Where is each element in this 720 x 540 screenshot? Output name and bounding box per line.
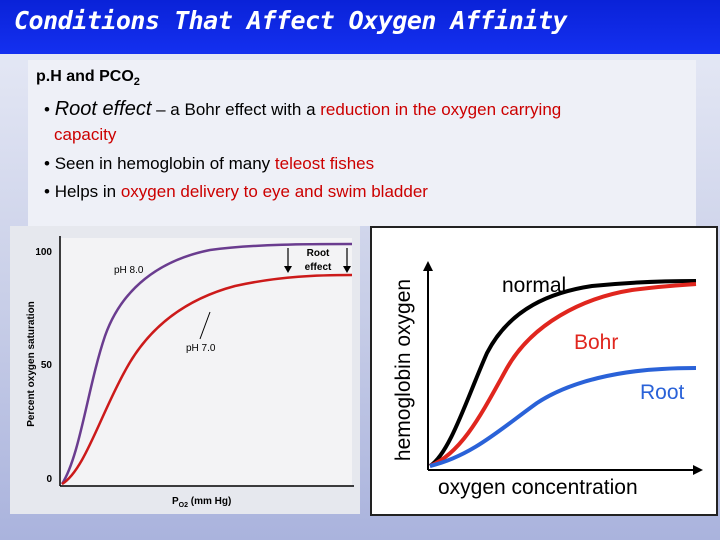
ph-7-pointer [199, 311, 211, 340]
bullet3-pre: Helps in [54, 182, 121, 201]
ph-dissociation-diagram: 100 50 0 Percent oxygen saturation PO2 (… [26, 236, 354, 509]
x-axis-label: oxygen concentration [438, 476, 638, 499]
bullet1-red: reduction in the oxygen carrying [320, 100, 562, 119]
ph-8-curve [60, 242, 353, 485]
subtitle-main: p.H and PCO [36, 68, 134, 85]
ph-7-label: pH 7.0 [186, 343, 216, 354]
root-arrow-right-head [343, 266, 351, 273]
ph-7-curve [61, 273, 353, 486]
x-label-unit: (mm Hg) [188, 496, 231, 507]
bullet1-continuation: capacity [54, 125, 117, 144]
bullet2-pre: Seen in hemoglobin of many [54, 154, 275, 173]
slide-title: Conditions That Affect Oxygen Affinity [14, 6, 567, 35]
bullet-delivery: • Helps in oxygen delivery to eye and sw… [44, 182, 428, 201]
left-diagram-panel: 100 50 0 Percent oxygen saturation PO2 (… [10, 226, 360, 514]
root-effect-term: Root effect [54, 98, 152, 120]
y-axis-label: hemoglobin oxygen [392, 279, 415, 461]
root-effect-label-1: Root [307, 248, 330, 259]
text-content-box: p.H and PCO2 • Root effect – a Bohr effe… [28, 60, 696, 226]
x-label-sub: O2 [179, 502, 188, 509]
bohr-curve [429, 282, 697, 468]
normal-label: normal [502, 274, 566, 297]
root-label: Root [640, 381, 685, 404]
bohr-root-diagram: hemoglobin oxygen oxygen concentration n… [392, 261, 703, 499]
bullet-root-effect: • Root effect – a Bohr effect with a red… [44, 98, 562, 120]
subtitle-subscript: 2 [133, 76, 140, 89]
plot-area [60, 238, 352, 486]
ytick-100: 100 [35, 247, 52, 258]
bullet1-dash: – a Bohr effect with a [151, 100, 321, 119]
ph-8-label: pH 8.0 [114, 265, 144, 276]
bullet2-red: teleost fishes [274, 154, 375, 173]
bullet-teleost: • Seen in hemoglobin of many teleost fis… [44, 154, 375, 173]
bohr-label: Bohr [574, 331, 618, 354]
ytick-50: 50 [41, 360, 53, 371]
ytick-0: 0 [46, 474, 52, 485]
x-axis-label: PO2 (mm Hg) [172, 496, 231, 509]
title-bar: Conditions That Affect Oxygen Affinity [0, 0, 720, 54]
root-arrow-left-head [284, 266, 292, 273]
x-label-main: P [172, 496, 179, 507]
right-diagram-panel: hemoglobin oxygen oxygen concentration n… [370, 226, 718, 516]
subtitle: p.H and PCO2 [36, 68, 140, 88]
bullet3-red: oxygen delivery to eye and swim bladder [120, 182, 428, 201]
root-effect-label-2: effect [305, 262, 332, 273]
normal-curve [428, 279, 697, 468]
y-axis-label: Percent oxygen saturation [26, 301, 37, 427]
root-curve [429, 366, 697, 468]
